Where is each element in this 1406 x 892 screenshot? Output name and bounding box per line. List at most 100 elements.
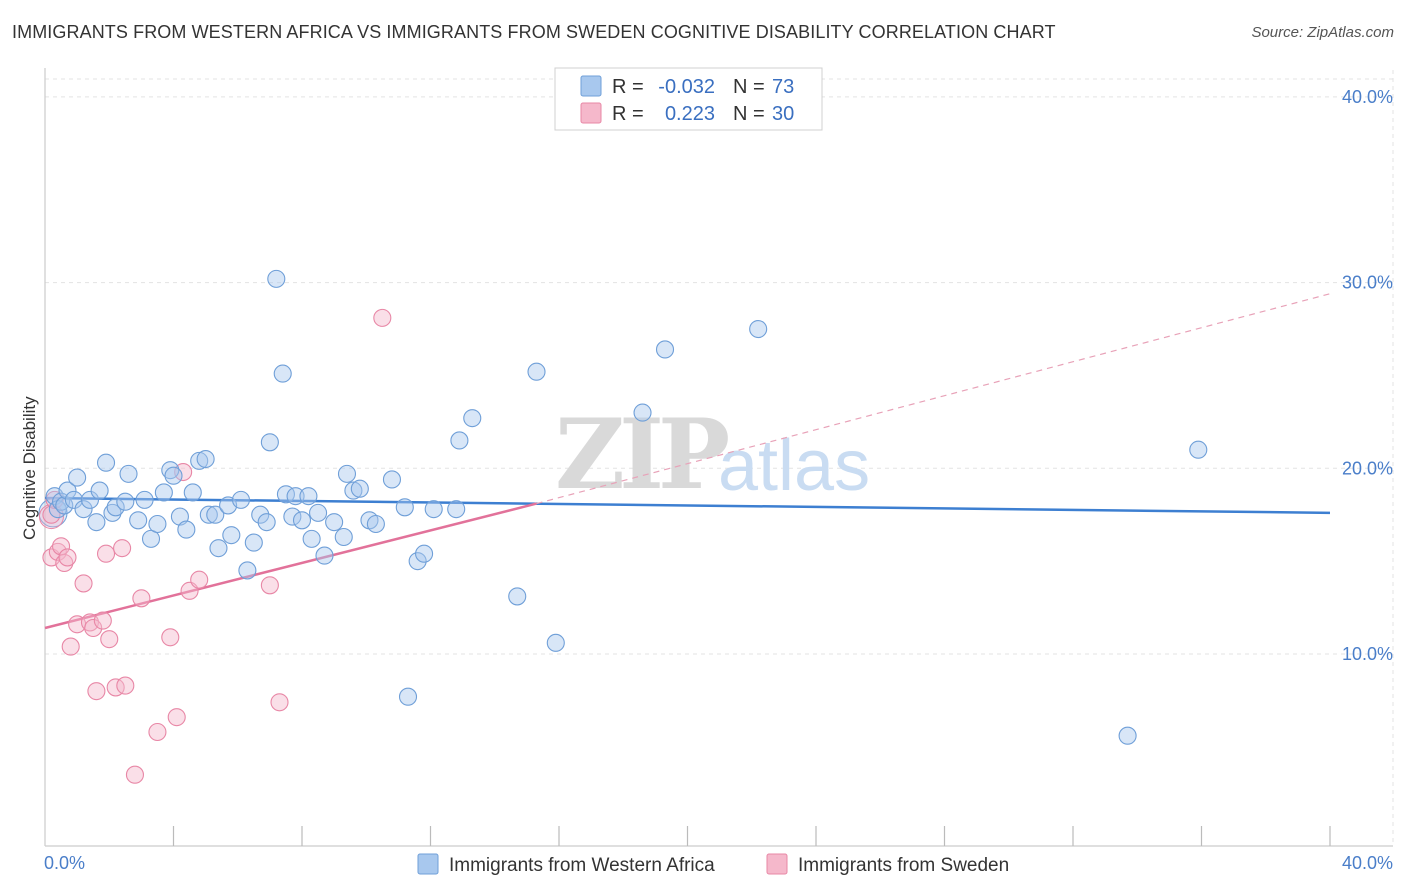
point-western-africa bbox=[450, 431, 469, 450]
bottom-legend-label-sweden: Immigrants from Sweden bbox=[798, 855, 1009, 876]
point-western-africa bbox=[119, 464, 138, 483]
point-western-africa bbox=[116, 492, 135, 511]
watermark: ZIP atlas bbox=[555, 398, 870, 511]
point-western-africa bbox=[655, 340, 675, 359]
point-western-africa bbox=[463, 409, 482, 428]
point-western-africa bbox=[447, 500, 466, 519]
y-tick-label: 10.0% bbox=[1342, 644, 1393, 664]
point-western-africa bbox=[190, 451, 209, 470]
bottom-legend-label-western-africa: Immigrants from Western Africa bbox=[449, 855, 715, 876]
point-western-africa bbox=[196, 449, 215, 469]
trend-line-sweden bbox=[44, 502, 537, 630]
legend-r-label-2: R = bbox=[612, 103, 644, 125]
point-western-africa bbox=[183, 483, 202, 502]
point-western-africa bbox=[546, 633, 565, 652]
point-sweden bbox=[260, 576, 279, 595]
point-western-africa bbox=[1118, 726, 1137, 745]
point-sweden bbox=[190, 570, 209, 589]
point-western-africa bbox=[395, 498, 414, 517]
point-western-africa bbox=[90, 481, 109, 500]
legend-n-value-2: 30 bbox=[772, 103, 794, 125]
point-western-africa bbox=[80, 490, 100, 509]
watermark-zip: ZIP bbox=[555, 398, 728, 511]
trend-lines bbox=[44, 293, 1331, 630]
point-western-africa bbox=[199, 505, 218, 524]
point-sweden bbox=[113, 539, 132, 558]
legend-swatch-western-africa bbox=[580, 75, 602, 97]
legend-swatch-sweden bbox=[580, 102, 602, 124]
point-western-africa bbox=[382, 470, 402, 489]
point-western-africa bbox=[273, 364, 292, 383]
source-label: Source: ZipAtlas.com bbox=[1251, 24, 1394, 41]
legend-r-value-2: 0.223 bbox=[665, 103, 715, 125]
point-western-africa bbox=[292, 511, 312, 530]
point-sweden bbox=[74, 574, 93, 593]
point-western-africa bbox=[68, 468, 87, 487]
point-western-africa bbox=[251, 505, 270, 524]
data-points bbox=[38, 269, 1208, 784]
point-western-africa bbox=[350, 479, 369, 498]
legend-r-value-1: -0.032 bbox=[658, 76, 715, 98]
point-sweden bbox=[93, 611, 112, 630]
point-western-africa bbox=[408, 552, 427, 571]
point-western-africa bbox=[267, 269, 286, 288]
point-sweden bbox=[48, 542, 67, 561]
point-sweden bbox=[270, 693, 289, 712]
watermark-atlas: atlas bbox=[718, 426, 870, 506]
point-western-africa bbox=[1189, 440, 1208, 459]
point-western-africa bbox=[154, 483, 173, 502]
point-western-africa bbox=[309, 503, 328, 522]
y-tick-label: 30.0% bbox=[1342, 273, 1393, 293]
y-tick-label: 40.0% bbox=[1342, 87, 1393, 107]
point-western-africa bbox=[135, 490, 154, 509]
point-western-africa bbox=[424, 500, 443, 519]
point-sweden bbox=[132, 589, 151, 608]
point-western-africa bbox=[527, 362, 546, 381]
legend-n-label-1: N = bbox=[733, 76, 765, 98]
point-western-africa bbox=[238, 561, 257, 580]
point-sweden bbox=[100, 630, 119, 649]
legend-n-label-2: N = bbox=[733, 103, 765, 125]
point-western-africa bbox=[283, 507, 302, 526]
point-western-africa bbox=[508, 587, 527, 606]
point-western-africa bbox=[302, 529, 321, 548]
point-western-africa bbox=[749, 319, 768, 339]
point-sweden bbox=[148, 722, 167, 742]
point-sweden bbox=[87, 682, 106, 701]
point-western-africa bbox=[74, 500, 93, 519]
correlation-legend: R = -0.032 N = 73 R = 0.223 N = 30 bbox=[554, 67, 823, 131]
point-western-africa bbox=[257, 513, 276, 532]
y-tick-label: 20.0% bbox=[1342, 458, 1393, 478]
x-tick-label: 40.0% bbox=[1342, 853, 1393, 873]
point-western-africa bbox=[222, 526, 241, 545]
trend-line-western-africa bbox=[44, 496, 1331, 515]
point-western-africa bbox=[64, 490, 83, 509]
point-sweden bbox=[125, 765, 144, 784]
point-western-africa bbox=[206, 505, 225, 524]
point-western-africa bbox=[177, 520, 196, 539]
point-western-africa bbox=[337, 464, 357, 483]
trend-line-sweden-extension bbox=[536, 293, 1331, 505]
point-sweden bbox=[96, 544, 116, 563]
point-western-africa bbox=[103, 503, 122, 522]
legend-n-value-1: 73 bbox=[772, 76, 794, 98]
point-western-africa bbox=[148, 514, 167, 534]
point-sweden bbox=[116, 676, 135, 695]
point-western-africa bbox=[398, 687, 418, 706]
point-western-africa bbox=[299, 487, 318, 506]
point-western-africa bbox=[129, 511, 148, 530]
point-western-africa bbox=[344, 481, 363, 500]
bottom-legend-swatch-sweden bbox=[766, 853, 788, 875]
point-western-africa bbox=[244, 533, 263, 552]
point-western-africa bbox=[315, 546, 334, 565]
point-western-africa bbox=[161, 461, 180, 480]
point-western-africa bbox=[325, 513, 344, 532]
point-sweden bbox=[373, 308, 392, 327]
point-western-africa bbox=[231, 490, 251, 509]
point-western-africa bbox=[164, 466, 183, 485]
chart-title: IMMIGRANTS FROM WESTERN AFRICA VS IMMIGR… bbox=[12, 22, 1056, 42]
point-sweden bbox=[58, 548, 77, 567]
point-sweden bbox=[55, 553, 74, 573]
point-western-africa bbox=[209, 539, 228, 558]
